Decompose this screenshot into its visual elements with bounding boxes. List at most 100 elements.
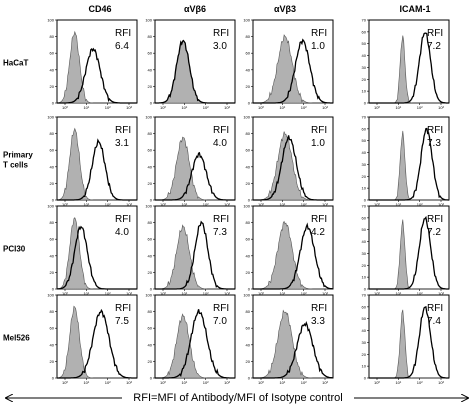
y-tick-label: 80 [148,309,153,314]
panel-pci30-3: 0 20 40 60 80 100 10⁰ 10¹ 10² 10³ RFI 4.2 [243,204,334,296]
y-tick-label: 100 [145,115,152,120]
rfi-label: RFI [213,214,229,225]
x-tick-label: 10³ [126,105,132,110]
row-label-primary-t-cells: Primary [3,151,33,160]
isotype-control-histogram [253,309,333,379]
y-tick-label: 20 [50,270,55,275]
rfi-value: 1.0 [311,138,325,149]
y-tick-label: 100 [145,204,152,209]
y-tick-label: 80 [148,220,153,225]
y-tick-label: 40 [246,164,251,169]
panel-hacat-3: 0 20 40 60 80 100 10⁰ 10¹ 10² 10³ RFI 1.0 [243,18,334,110]
rfi-label: RFI [311,125,327,136]
y-tick-label: 60 [50,51,55,56]
rfi-label: RFI [427,214,443,225]
column-label-4: ICAM-1 [400,4,431,14]
x-tick-label: 10² [417,291,423,296]
y-tick-label: 0 [52,101,55,106]
y-tick-label: 70 [362,293,367,298]
panel-primary-t-cells-2: 0 20 40 60 80 100 10⁰ 10¹ 10² 10³ RFI 4.0 [145,115,236,207]
panel-frame [154,294,236,379]
rfi-value: 6.4 [115,41,129,52]
y-tick-label: 40 [50,342,55,347]
column-label-2: αVβ6 [184,4,206,14]
antibody-histogram [155,309,235,379]
x-tick-label: 10³ [438,105,444,110]
x-tick-label: 10⁰ [160,202,166,207]
y-tick-label: 60 [362,29,367,34]
x-tick-label: 10³ [224,202,230,207]
x-tick-label: 10⁰ [62,380,68,385]
antibody-histogram [253,222,334,290]
y-tick-label: 80 [246,131,251,136]
y-tick-label: 0 [248,101,251,106]
y-tick-label: 0 [52,376,55,381]
x-tick-label: 10⁰ [258,202,264,207]
y-tick-label: 40 [50,164,55,169]
panel-frame [368,205,450,290]
rfi-label: RFI [213,303,229,314]
y-tick-label: 40 [362,150,367,155]
antibody-histogram [369,32,449,104]
x-tick-label: 10³ [322,202,328,207]
panel-mel526-3: 0 20 40 60 80 100 10⁰ 10¹ 10² 10³ RFI 3.3 [243,293,334,385]
rfi-label: RFI [115,28,131,39]
y-tick-label: 40 [246,253,251,258]
rfi-value: 7.3 [427,138,441,149]
rfi-value: 4.2 [311,227,325,238]
panel-pci30-2: 0 20 40 60 80 100 10⁰ 10¹ 10² 10³ RFI 7.3 [145,204,236,296]
rfi-value: 7.4 [427,316,441,327]
panel-frame [154,116,236,201]
antibody-histogram [253,38,333,104]
y-tick-label: 100 [145,293,152,298]
x-tick-label: 10¹ [395,105,401,110]
panel-pci30-4: 0 10 20 30 40 50 60 70 10⁰ 10¹ 10² 10³ RFI 7.2 [362,204,450,296]
x-tick-label: 10³ [224,380,230,385]
y-tick-label: 0 [248,376,251,381]
y-tick-label: 100 [47,293,54,298]
rfi-value: 3.1 [115,138,129,149]
y-tick-label: 80 [246,220,251,225]
y-tick-label: 40 [362,239,367,244]
y-tick-label: 100 [243,18,250,23]
panel-hacat-2: 0 20 40 60 80 100 10⁰ 10¹ 10² 10³ RFI 3.0 [145,18,236,110]
rfi-value: 7.5 [115,316,129,327]
antibody-histogram [57,225,137,290]
y-tick-label: 0 [52,198,55,203]
x-tick-label: 10³ [322,105,328,110]
y-tick-label: 70 [362,204,367,209]
rfi-value: 7.2 [427,41,441,52]
panel-hacat-1: 0 20 40 60 80 100 10⁰ 10¹ 10² 10³ RFI 6.4 [47,18,138,110]
y-tick-label: 100 [47,18,54,23]
y-tick-label: 50 [362,227,367,232]
x-tick-label: 10⁰ [160,380,166,385]
antibody-histogram [155,220,235,290]
rfi-value: 7.2 [427,227,441,238]
x-tick-label: 10³ [322,380,328,385]
rfi-value: 7.3 [213,227,227,238]
y-tick-label: 30 [362,65,367,70]
x-tick-label: 10⁰ [258,380,264,385]
x-tick-label: 10² [301,202,307,207]
x-tick-label: 10¹ [279,291,285,296]
column-label-3: αVβ3 [274,4,296,14]
y-tick-label: 100 [243,204,250,209]
x-tick-label: 10¹ [181,105,187,110]
y-tick-label: 40 [148,342,153,347]
y-tick-label: 70 [362,18,367,23]
x-tick-label: 10¹ [181,202,187,207]
antibody-histogram [57,47,137,104]
y-tick-label: 60 [148,237,153,242]
x-tick-label: 10³ [126,202,132,207]
y-tick-label: 40 [50,67,55,72]
y-tick-label: 40 [246,342,251,347]
x-tick-label: 10¹ [83,105,89,110]
x-tick-label: 10⁰ [62,105,68,110]
column-label-1: CD46 [88,4,111,14]
antibody-histogram [57,138,137,201]
y-tick-label: 0 [150,198,153,203]
x-tick-label: 10³ [224,105,230,110]
x-tick-label: 10² [417,380,423,385]
y-tick-label: 100 [243,115,250,120]
